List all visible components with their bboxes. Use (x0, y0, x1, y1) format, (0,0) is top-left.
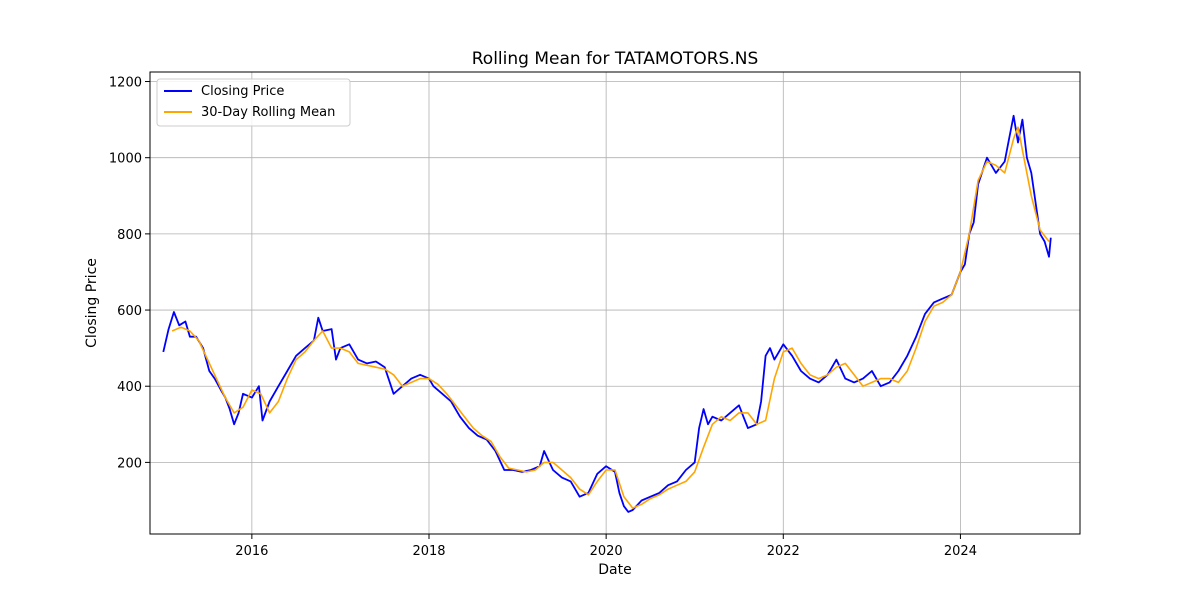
x-axis: 2016 2018 2020 2022 2024 (235, 534, 977, 559)
legend-label-rolling-mean: 30-Day Rolling Mean (201, 105, 335, 120)
legend-label-closing-price: Closing Price (201, 84, 284, 99)
x-tick-label: 2020 (590, 544, 623, 559)
x-tick-label: 2018 (412, 544, 445, 559)
legend-box (156, 78, 351, 127)
y-tick-label: 600 (117, 304, 142, 319)
plot-frame (149, 71, 1081, 535)
legend: Closing Price 30-Day Rolling Mean (156, 78, 351, 127)
y-axis-label: Closing Price (84, 258, 100, 348)
y-tick-label: 200 (117, 456, 142, 471)
chart-title: Rolling Mean for TATAMOTORS.NS (472, 49, 759, 69)
y-tick-label: 400 (117, 380, 142, 395)
y-tick-label: 1000 (109, 152, 142, 167)
x-axis-label: Date (598, 562, 631, 578)
y-tick-label: 800 (117, 228, 142, 243)
y-tick-label: 1200 (109, 76, 142, 91)
y-axis: 200 400 600 800 1000 1200 (109, 76, 150, 471)
x-tick-label: 2024 (944, 544, 977, 559)
series-layer (162, 114, 1052, 513)
grid (150, 72, 1080, 534)
x-tick-label: 2022 (767, 544, 800, 559)
x-tick-label: 2016 (235, 544, 268, 559)
closing-price-line (162, 114, 1052, 513)
rolling-mean-line (171, 126, 1050, 509)
